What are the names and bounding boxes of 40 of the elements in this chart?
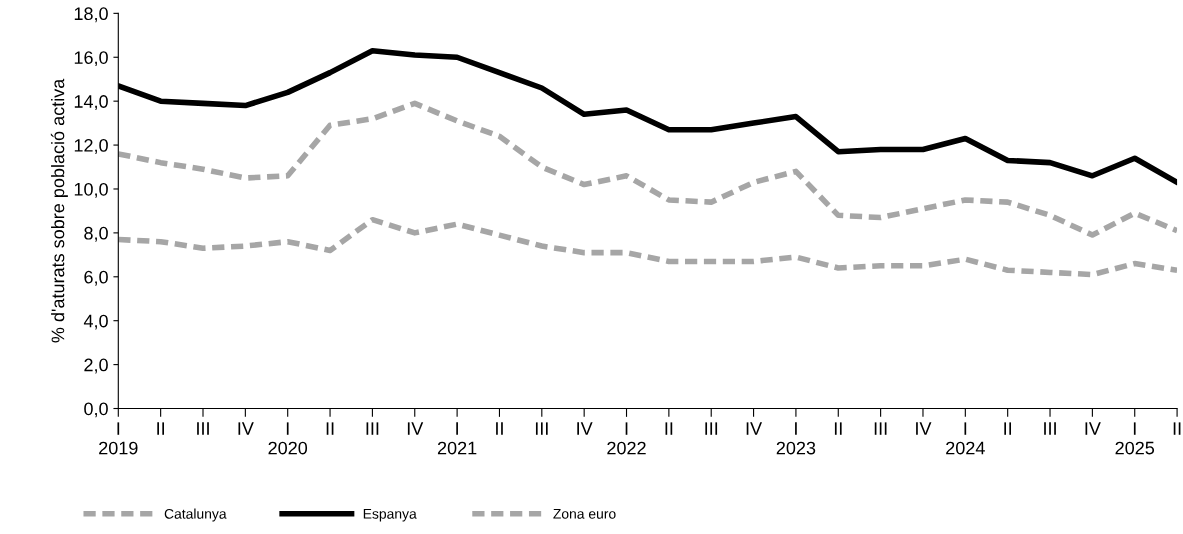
x-tick-label: III xyxy=(366,422,379,435)
x-tick-label: III xyxy=(197,422,209,435)
y-tick-label: 10,0 xyxy=(74,182,108,198)
y-tick-label: 14,0 xyxy=(74,95,108,111)
x-tick-label: III xyxy=(874,422,887,435)
x-tick-label: II xyxy=(834,422,842,435)
legend-label: Zona euro xyxy=(553,509,616,519)
x-tick-label: III xyxy=(1044,422,1056,435)
x-tick-label: I 2020 xyxy=(268,422,308,455)
y-tick-label: 18,0 xyxy=(74,7,108,23)
y-tick-label: 2,0 xyxy=(84,358,108,374)
x-tick-label: II xyxy=(326,422,334,435)
x-tick-label: III xyxy=(705,422,718,435)
x-tick-label: I 2021 xyxy=(437,422,477,455)
x-tick-label: I 2024 xyxy=(946,422,985,455)
y-tick-label: 8,0 xyxy=(84,226,108,242)
x-tick-label: I 2022 xyxy=(607,422,646,455)
x-tick-label: IV xyxy=(577,422,593,435)
x-tick-label: II xyxy=(1004,422,1012,435)
x-tick-label: IV xyxy=(746,422,763,435)
legend-label: Catalunya xyxy=(164,508,227,522)
y-axis-title: % d'aturats sobre població activa xyxy=(50,78,68,343)
x-tick-label: II xyxy=(1173,422,1181,435)
x-tick-label: II xyxy=(665,422,673,435)
y-tick-label: 16,0 xyxy=(74,51,108,67)
legend-label: Espanya xyxy=(363,509,417,522)
x-tick-label: I 2023 xyxy=(776,422,816,455)
y-tick-label: 12,0 xyxy=(74,139,108,154)
x-tick-label: I 2025 xyxy=(1115,422,1155,455)
x-tick-label: II xyxy=(157,422,164,435)
x-tick-label: IV xyxy=(238,422,254,435)
x-tick-label: IV xyxy=(407,422,424,435)
y-tick-label: 6,0 xyxy=(84,270,108,286)
x-tick-label: I 2019 xyxy=(99,422,138,455)
x-tick-label: IV xyxy=(1085,422,1101,435)
y-tick-label: 4,0 xyxy=(83,314,108,330)
y-tick-label: 0,0 xyxy=(84,402,108,418)
x-tick-label: II xyxy=(496,422,503,435)
x-tick-label: IV xyxy=(916,422,932,435)
x-tick-label: III xyxy=(535,422,548,435)
